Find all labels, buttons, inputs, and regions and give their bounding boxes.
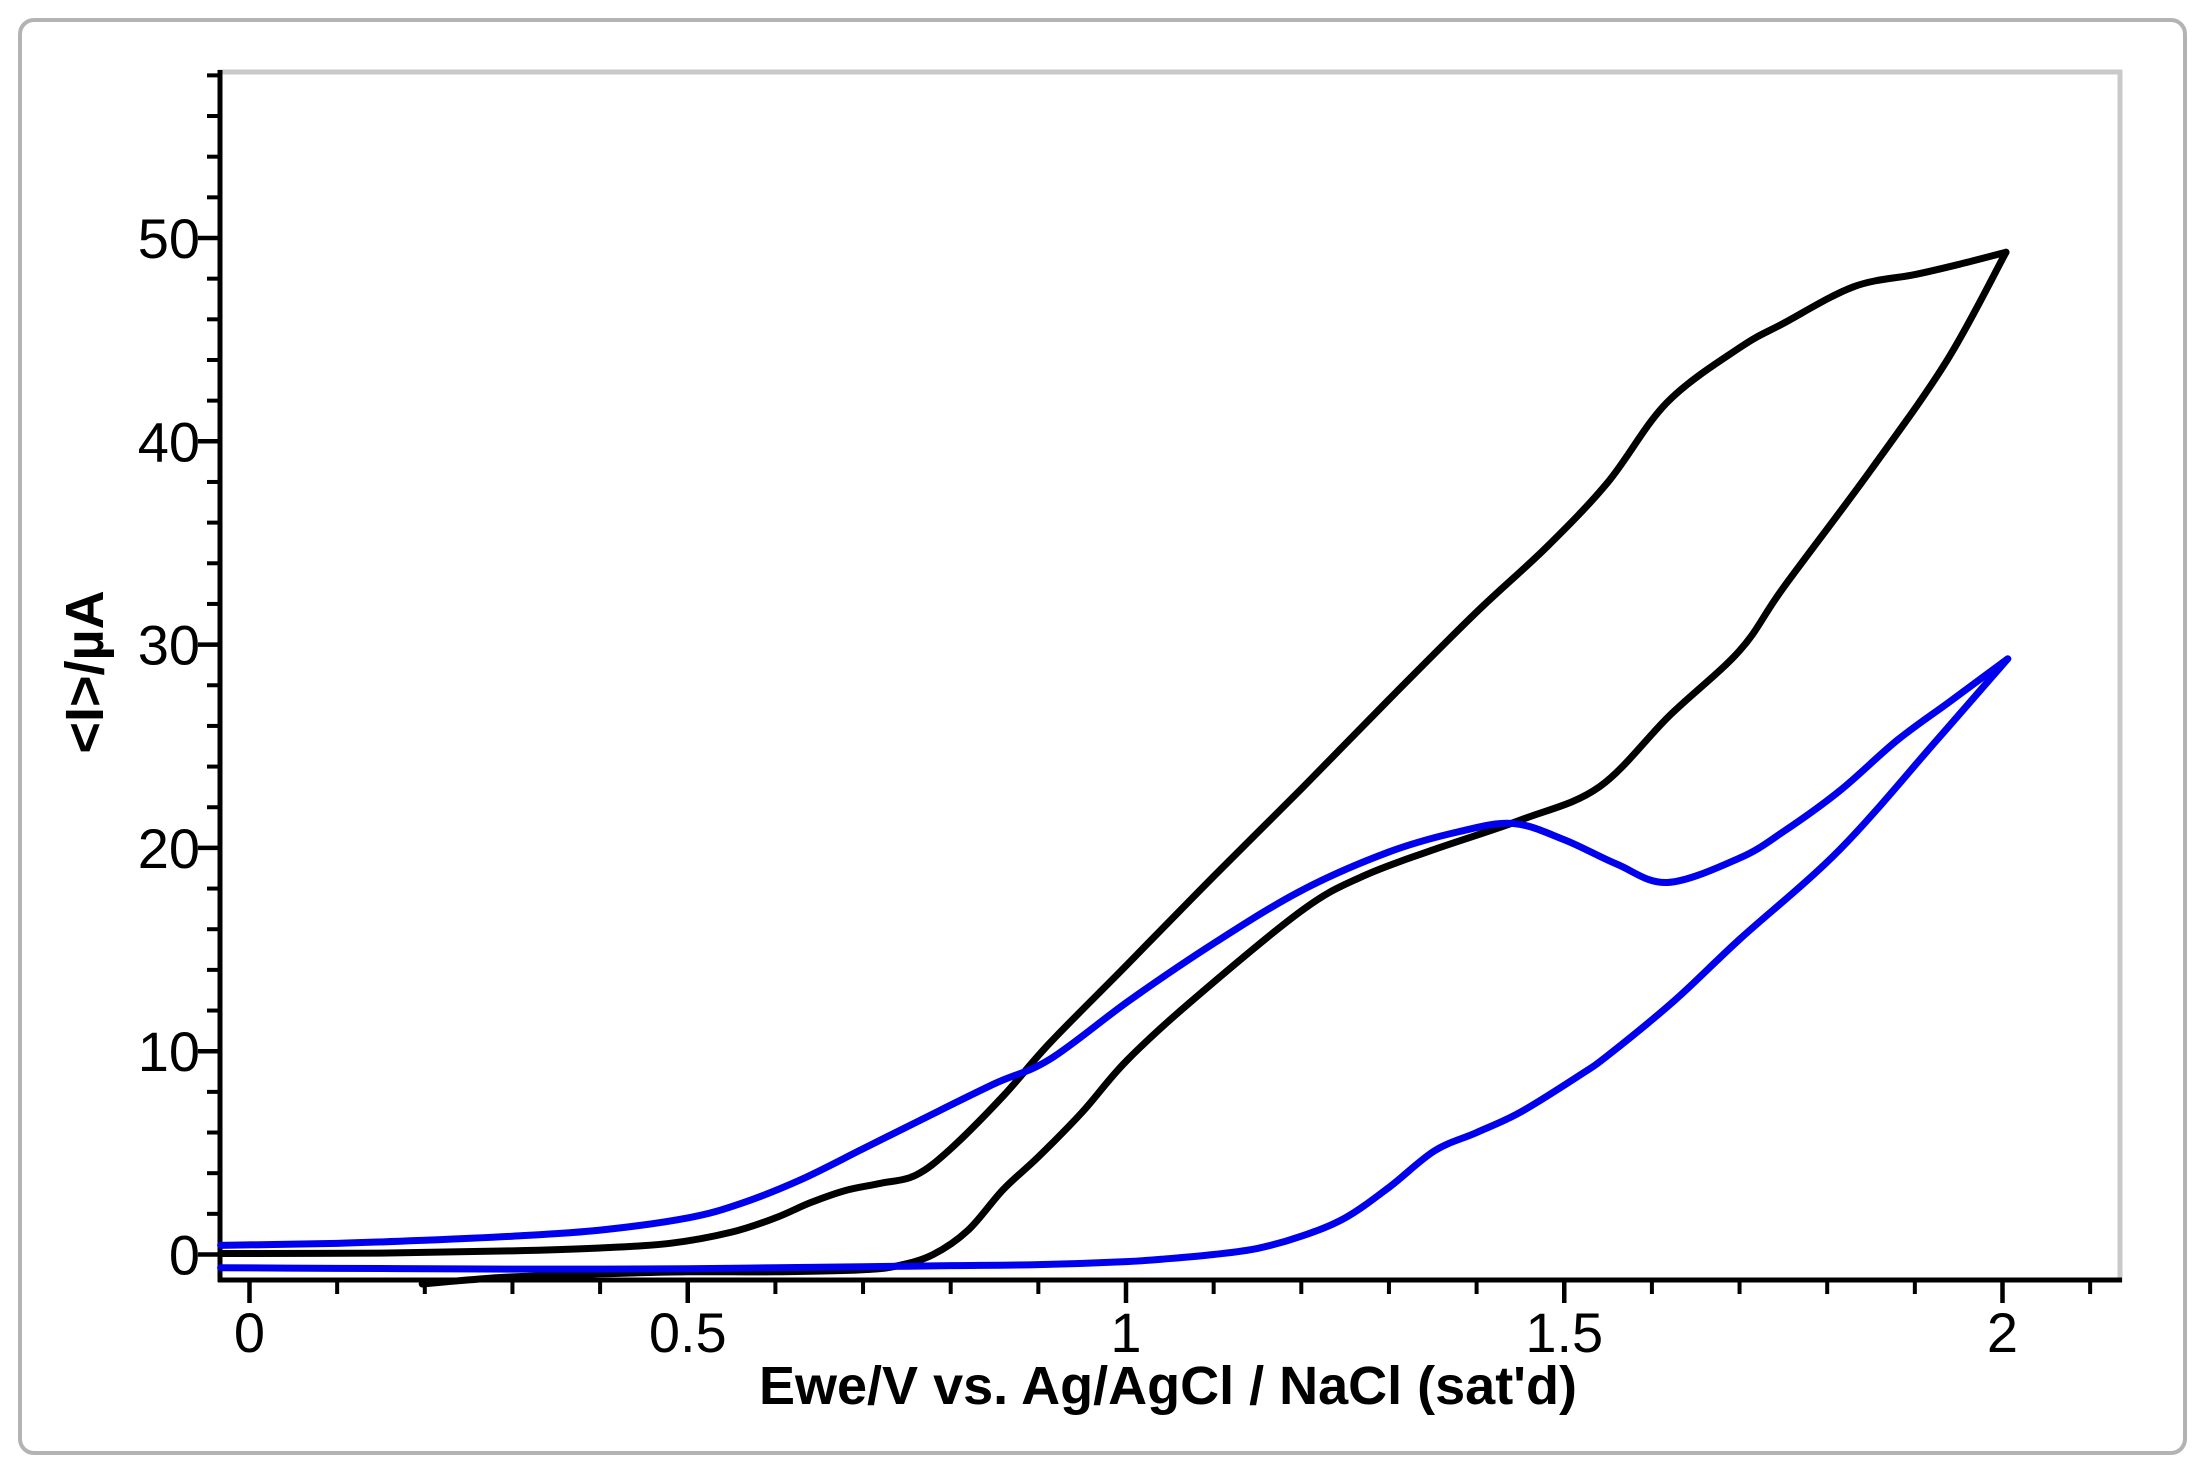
x-tick-label: 0 [234,1301,265,1364]
x-tick-label: 0.5 [649,1301,727,1364]
y-tick-label: 0 [169,1224,200,1287]
y-tick-label: 50 [138,207,200,270]
x-tick-label: 2 [1987,1301,2018,1364]
black-cv-curve [217,248,2010,1257]
blue-cv-curve [217,655,2012,1249]
y-tick-label: 40 [138,410,200,473]
window-border [18,18,2187,1455]
y-tick-label: 30 [138,614,200,677]
blue-cv-curve [217,655,2012,1273]
x-tick-label: 1.5 [1525,1301,1603,1364]
y-axis-title: <I>/µA [55,590,115,753]
x-axis-title: Ewe/V vs. Ag/AgCl / NaCl (sat'd) [759,1356,1577,1416]
x-tick-label: 1 [1110,1301,1141,1364]
axis-ticks [198,73,2093,1303]
cv-curves [217,248,2012,1288]
y-tick-label: 10 [138,1020,200,1083]
y-tick-label: 20 [138,817,200,880]
